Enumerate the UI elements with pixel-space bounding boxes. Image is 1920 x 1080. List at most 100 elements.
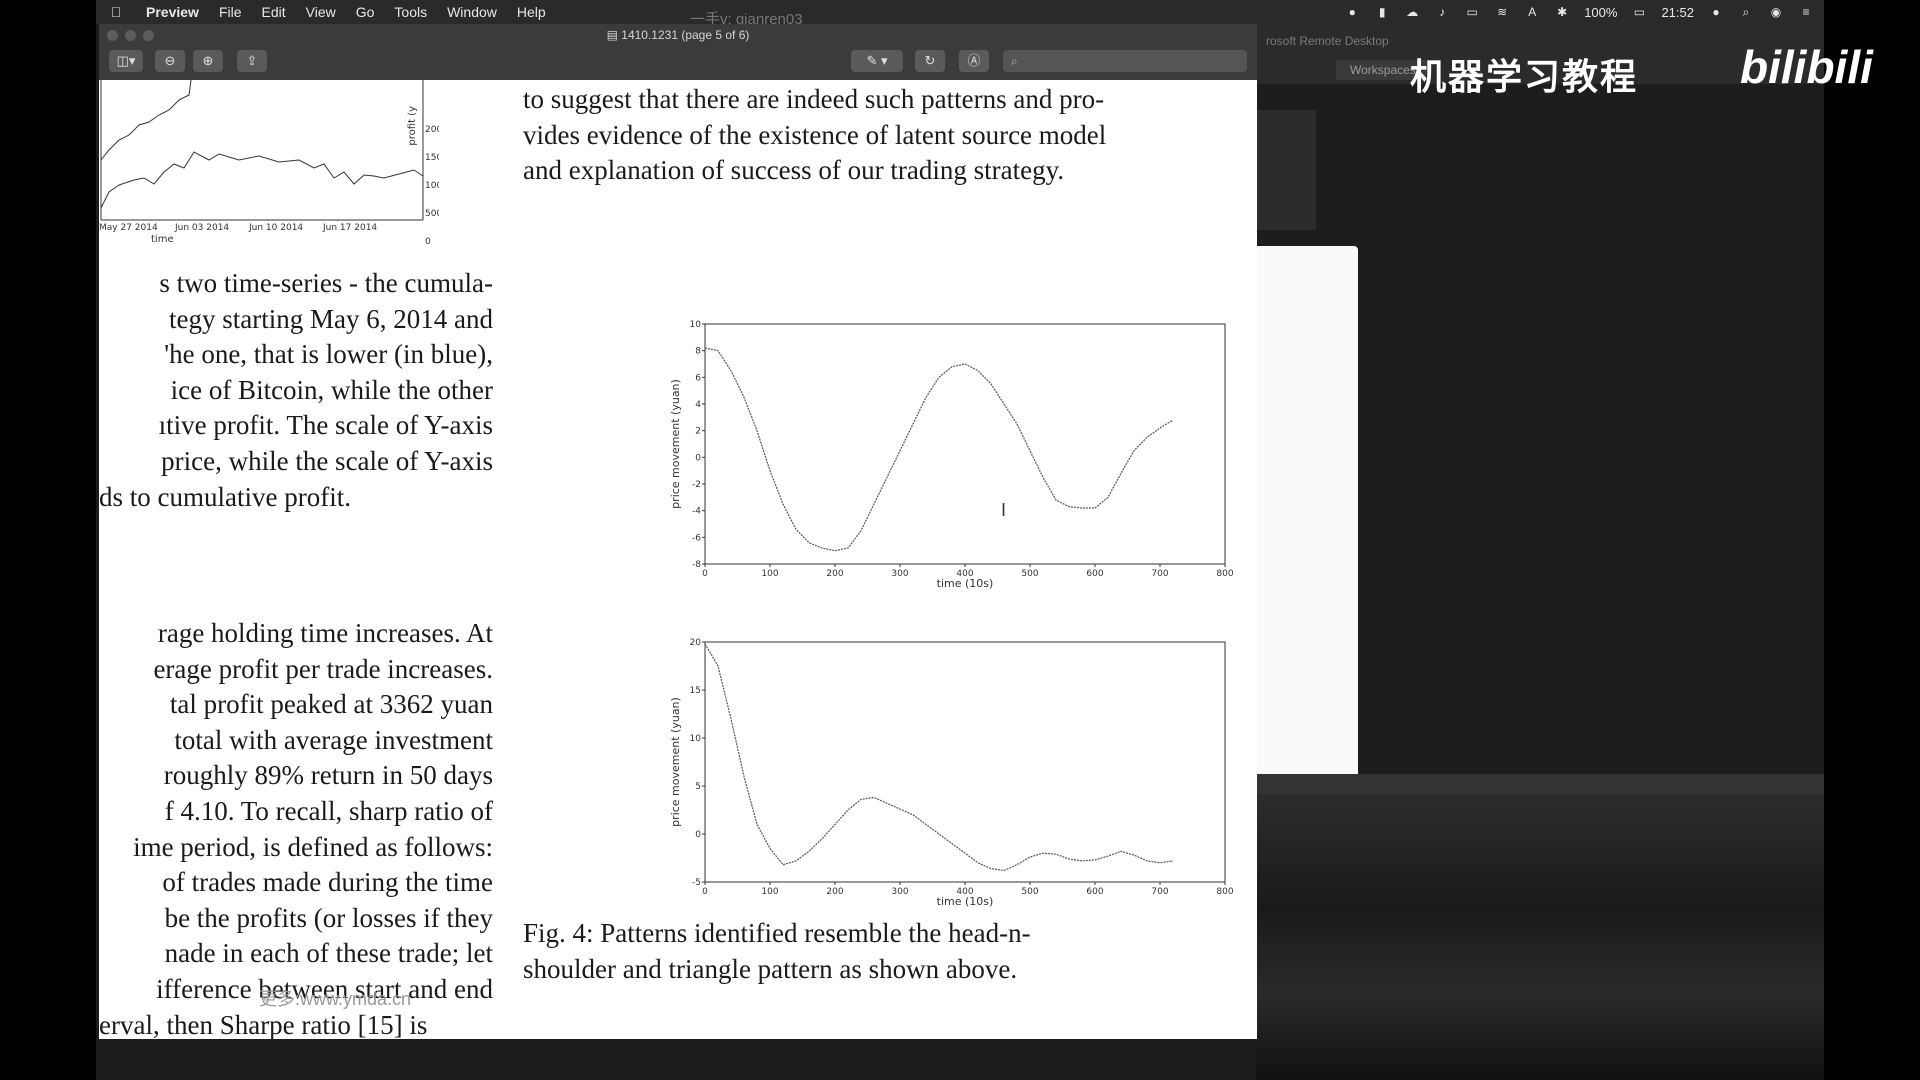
window-toolbar: ▤ 1410.1231 (page 5 of 6) ◫▾ ⊖ ⊕ ⇪ ✎ ▾ ↻… [99, 24, 1257, 81]
rotate-button[interactable]: ↻ [915, 50, 945, 72]
bilibili-logo: bilibili [1740, 41, 1873, 93]
top-chart-profit-line [100, 151, 424, 209]
pdf-page[interactable]: profit (y 2000 1500 1000 500 0 May 27 20… [99, 80, 1257, 1039]
pdf-file-icon: ▤ [606, 28, 622, 42]
text-line: rage holding time increases. At [157, 618, 493, 648]
chart-head-n-shoulder: 0 100 200 300 400 500 600 700 800 -8 -6 -4 -2 0 2 4 6 8 10… [669, 320, 1234, 590]
minimize-button[interactable] [125, 30, 136, 41]
zoom-out-button[interactable]: ⊖ [155, 50, 185, 72]
y-axis-label: price movement (yuan) [669, 379, 682, 509]
menu-go[interactable]: Go [355, 4, 375, 20]
markup-toolbar-button[interactable]: Ⓐ [959, 50, 989, 72]
menu-tools[interactable]: Tools [394, 4, 428, 20]
menu-help[interactable]: Help [516, 4, 546, 20]
cloud-icon[interactable]: ☁ [1406, 5, 1419, 19]
zoom-button[interactable] [143, 30, 154, 41]
preview-window: ▤ 1410.1231 (page 5 of 6) ◫▾ ⊖ ⊕ ⇪ ✎ ▾ ↻… [99, 24, 1257, 1039]
siri-icon[interactable]: ◉ [1770, 5, 1782, 19]
y-tick-label: -8 [692, 560, 701, 570]
search-field[interactable]: ⌕ [1003, 50, 1247, 72]
x-tick-label: 400 [956, 887, 973, 897]
top-chart-ytick-2000: 2000 [425, 125, 439, 135]
menu-view[interactable]: View [305, 4, 336, 20]
menu-app-name[interactable]: Preview [146, 4, 199, 20]
x-tick-label: 300 [891, 569, 908, 579]
text-line: price, while the scale of Y-axis [161, 445, 493, 476]
remote-desktop-header: rosoft Remote Desktop Workspaces [1256, 24, 1824, 84]
x-tick-label: 0 [702, 569, 708, 579]
x-tick-label: 100 [761, 569, 778, 579]
top-chart-xtick-jun10: Jun 10 2014 [248, 223, 303, 233]
plot-frame [704, 323, 1226, 565]
remote-wallpaper [1256, 794, 1824, 1080]
text-line: and explanation of success of our tradin… [523, 155, 1065, 186]
top-chart-ylabel: profit (y [407, 106, 418, 146]
y-tick-label: 0 [695, 830, 701, 840]
top-chart-ytick-1000: 1000 [425, 181, 439, 191]
y-tick-label: 15 [690, 686, 701, 696]
top-chart-xtick-jun03: Jun 03 2014 [174, 223, 229, 233]
text-line: ıtive profit. The scale of Y-axis [158, 410, 493, 441]
remote-desktop-title: rosoft Remote Desktop [1266, 34, 1389, 48]
text-cursor-icon: I [1001, 500, 1007, 520]
menu-file[interactable]: File [218, 4, 242, 20]
x-tick-label: 300 [891, 887, 908, 897]
chart-triangle: 0 100 200 300 400 500 600 700 800-505101520time … [669, 638, 1234, 908]
y-axis-label: price movement (yuan) [669, 697, 682, 827]
x-tick-label: 600 [1086, 569, 1103, 579]
display-icon[interactable]: ▭ [1466, 5, 1478, 19]
spotlight-search-icon[interactable]: ⌕ [1742, 5, 1750, 19]
x-tick-label: 0 [702, 887, 708, 897]
sidebar-toggle-button[interactable]: ◫▾ [109, 50, 143, 72]
battery-percent[interactable]: 100% [1584, 4, 1618, 20]
zoom-in-button[interactable]: ⊕ [193, 50, 223, 72]
top-chart-price-line [100, 80, 192, 161]
share-button[interactable]: ⇪ [237, 50, 267, 72]
x-tick-label: 200 [826, 887, 843, 897]
text-line: vides evidence of the existence of laten… [523, 119, 1107, 150]
y-tick-label: 6 [695, 373, 701, 383]
text-line: erval, then Sharpe ratio [15] is [99, 1009, 428, 1039]
volume-icon[interactable]: ♪ [1439, 5, 1446, 19]
close-button[interactable] [107, 30, 118, 41]
text-line: nade in each of these trade; let [164, 938, 493, 969]
top-profit-chart: profit (y 2000 1500 1000 500 0 May 27 20… [99, 80, 439, 247]
top-chart-xtick-may27: May 27 2014 [99, 223, 158, 233]
bluetooth-icon[interactable]: ✱ [1557, 5, 1568, 19]
text-line: f 4.10. To recall, sharp ratio of [164, 795, 493, 826]
caption-line: shoulder and triangle pattern as shown a… [523, 953, 1018, 984]
notification-center-icon[interactable]: ≡ [1802, 5, 1810, 19]
notification-icon[interactable]: ▮ [1378, 5, 1386, 19]
battery-icon[interactable]: ▭ [1633, 5, 1646, 19]
text-line: total with average investment [174, 724, 493, 755]
remote-panel [1256, 110, 1316, 230]
top-chart-ytick-0: 0 [425, 237, 431, 247]
status-area: ● ▮ ☁ ♪ ▭ ≋ A ✱ 100% ▭ 21:52 ● ⌕ ◉ ≡ [1344, 0, 1814, 24]
clock[interactable]: 21:52 [1661, 4, 1694, 20]
menu-edit[interactable]: Edit [261, 4, 286, 20]
text-line: to suggest that there are indeed such pa… [523, 84, 1105, 114]
text-line: 'he one, that is lower (in blue), [164, 339, 493, 370]
workspaces-tab[interactable]: Workspaces [1336, 60, 1430, 80]
site-watermark: 更多:www.ymda.cn [259, 989, 412, 1009]
input-source-icon[interactable]: A [1528, 5, 1537, 19]
x-tick-label: 500 [1021, 887, 1038, 897]
user-icon[interactable]: ● [1712, 5, 1720, 19]
x-tick-label: 100 [761, 887, 778, 897]
price-movement-line [704, 643, 1174, 872]
x-tick-label: 600 [1086, 887, 1103, 897]
status-app-icon[interactable]: ● [1348, 5, 1356, 19]
wifi-icon[interactable]: ≋ [1497, 5, 1508, 19]
price-movement-line [704, 347, 1174, 552]
markup-pen-button[interactable]: ✎ ▾ [851, 50, 903, 72]
menu-window[interactable]: Window [447, 4, 497, 20]
y-tick-label: 2 [695, 427, 701, 437]
remote-taskbar [1256, 774, 1824, 796]
top-chart-xlabel: time [151, 234, 174, 245]
remote-white-panel [1256, 246, 1358, 864]
y-tick-label: -5 [692, 878, 701, 888]
window-title-text: 1410.1231 (page 5 of 6) [621, 28, 750, 42]
left-paragraph-2: rage holding time increases. At erage pr… [99, 616, 493, 1039]
y-tick-label: 20 [690, 638, 702, 648]
apple-icon[interactable]:  [96, 4, 136, 20]
